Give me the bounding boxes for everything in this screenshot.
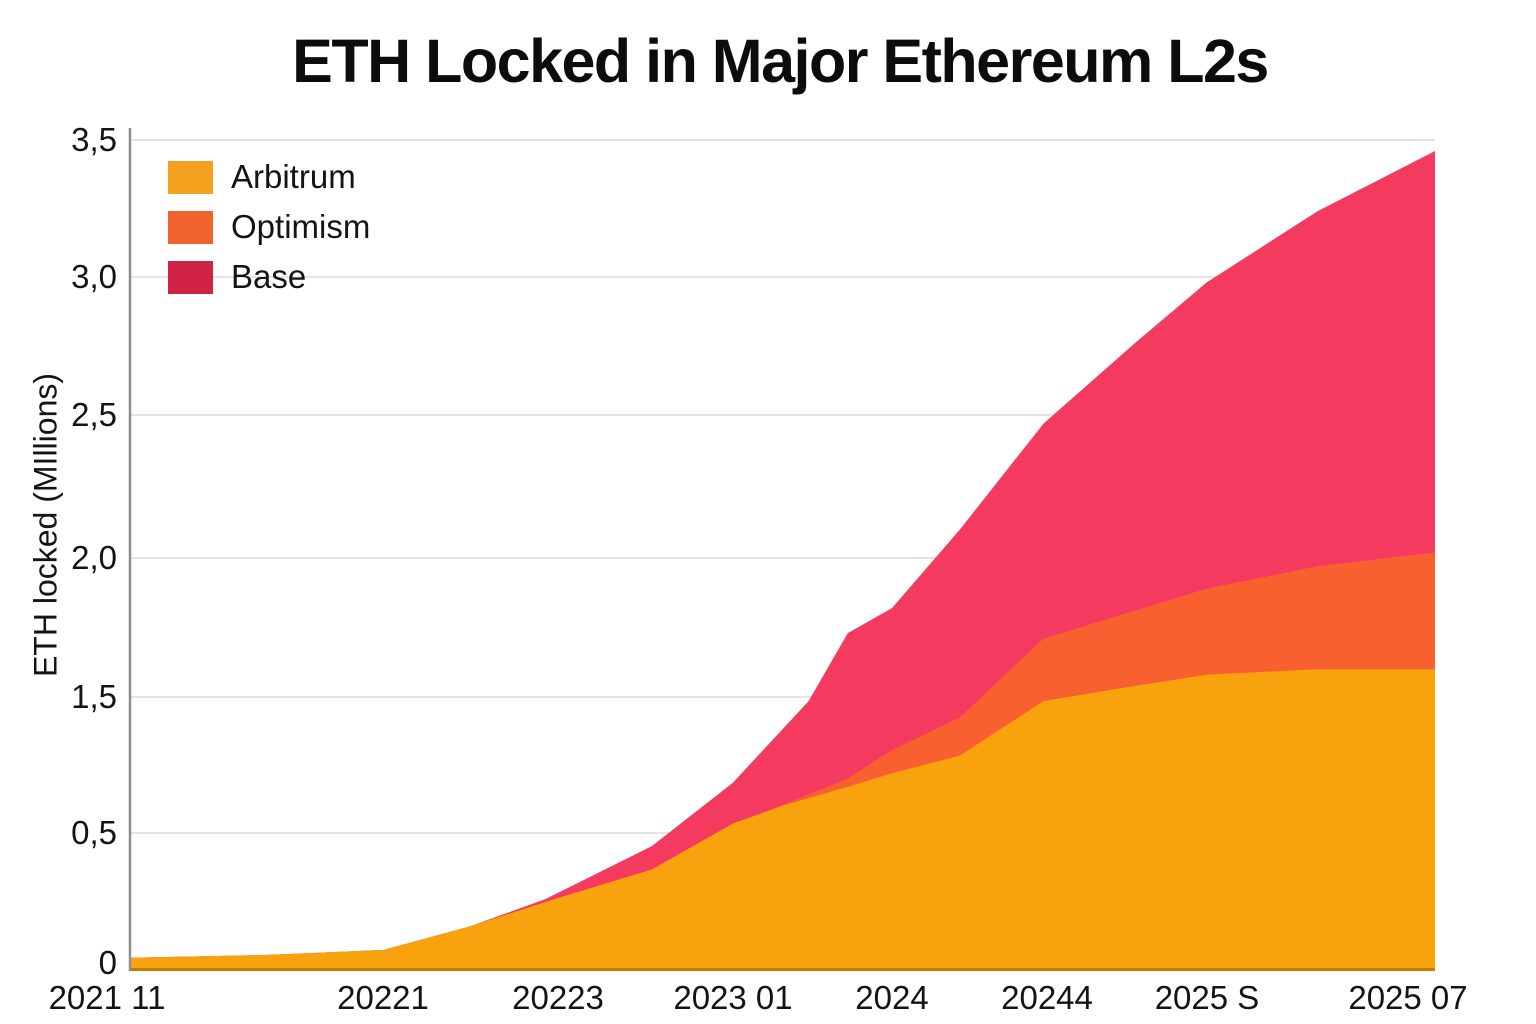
legend-swatch-arbitrum bbox=[168, 160, 213, 194]
y-tick-label: 0 bbox=[98, 944, 117, 981]
x-tick-label: 2025 S bbox=[1154, 979, 1260, 1016]
y-tick-label: 3,0 bbox=[71, 258, 117, 295]
legend-label: Arbitrum bbox=[231, 158, 356, 195]
area-arbitrum bbox=[130, 669, 1435, 968]
y-tick-label: 0,5 bbox=[71, 814, 117, 851]
x-tick-label: 2025 07 bbox=[1348, 979, 1468, 1016]
chart-title: ETH Locked in Major Ethereum L2s bbox=[292, 27, 1269, 95]
legend-row-arbitrum: Arbitrum bbox=[168, 158, 370, 195]
legend-label: Optimism bbox=[231, 208, 371, 245]
legend: Arbitrum Optimism Base bbox=[168, 158, 371, 310]
y-tick-label: 1,5 bbox=[71, 678, 117, 715]
legend-swatch-base bbox=[168, 260, 213, 294]
x-tick-label: 20221 bbox=[337, 979, 429, 1016]
y-tick-label: 2,0 bbox=[71, 539, 117, 576]
y-tick-label: 3,5 bbox=[71, 121, 117, 158]
legend-label: Base bbox=[231, 258, 307, 295]
x-tick-label: 20244 bbox=[1001, 979, 1093, 1016]
legend-swatch-optimism bbox=[168, 210, 213, 244]
legend-row-optimism: Optimism bbox=[168, 208, 371, 245]
y-tick-label: 2,5 bbox=[71, 396, 117, 433]
legend-row-base: Base bbox=[168, 258, 370, 295]
x-tick-label: 2024 bbox=[855, 979, 929, 1016]
x-tick-label: 20223 bbox=[512, 979, 604, 1016]
x-tick-label: 2023 01 bbox=[673, 979, 793, 1016]
x-tick-label: 2021 11 bbox=[48, 979, 166, 1016]
